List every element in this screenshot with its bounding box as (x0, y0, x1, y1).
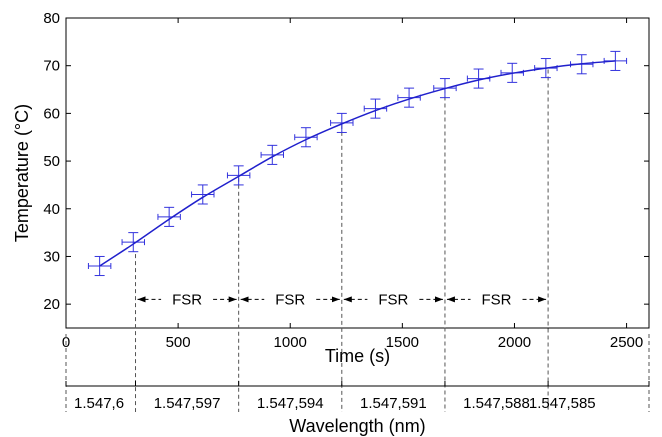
wavelength-tick-label: 1.547,591 (360, 395, 427, 412)
y-tick-label: 30 (43, 248, 60, 265)
plot-border (65, 17, 650, 329)
y-tick-label: 20 (43, 296, 60, 313)
y-tick-label: 40 (43, 201, 60, 218)
y-tick-label: 80 (43, 10, 60, 27)
x-tick-label: 1000 (274, 334, 307, 351)
y-tick-label: 70 (43, 58, 60, 75)
x-tick-label: 1500 (386, 334, 419, 351)
y-axis: 20 30 40 50 60 70 80 (43, 10, 649, 313)
fsr-label: FSR (482, 291, 512, 308)
wavelength-axis: 1.547,6 1.547,597 1.547,594 1.547,591 1.547,… (65, 381, 650, 412)
fit-curve-group (99, 60, 616, 267)
wavelength-tick-label: 1.547,597 (154, 395, 221, 412)
wavelength-tick-label: 1.547,585 (529, 395, 596, 412)
fsr-label: FSR (275, 291, 305, 308)
plot-frame (65, 17, 650, 329)
wavelength-tick-label: 1.547,588 (463, 395, 530, 412)
fsr-label: FSR (378, 291, 408, 308)
x-tick-label: 2500 (610, 334, 643, 351)
y-axis-title: Temperature (°C) (12, 104, 32, 242)
wavelength-axis-title: Wavelength (nm) (289, 416, 425, 436)
wavelength-tick-label: 1.547,6 (74, 395, 124, 412)
x-tick-label: 500 (166, 334, 191, 351)
wavelength-tick-label: 1.547,594 (257, 395, 324, 412)
y-tick-label: 60 (43, 105, 60, 122)
fit-curve-line (99, 60, 616, 267)
fsr-guide-lines (65, 69, 650, 412)
x-tick-label: 2000 (498, 334, 531, 351)
y-tick-label: 50 (43, 153, 60, 170)
fsr-annotations: FSR FSR FSR FSR (137, 291, 547, 308)
fsr-label: FSR (172, 291, 202, 308)
x-axis-title: Time (s) (325, 346, 390, 366)
error-bars (87, 50, 628, 277)
